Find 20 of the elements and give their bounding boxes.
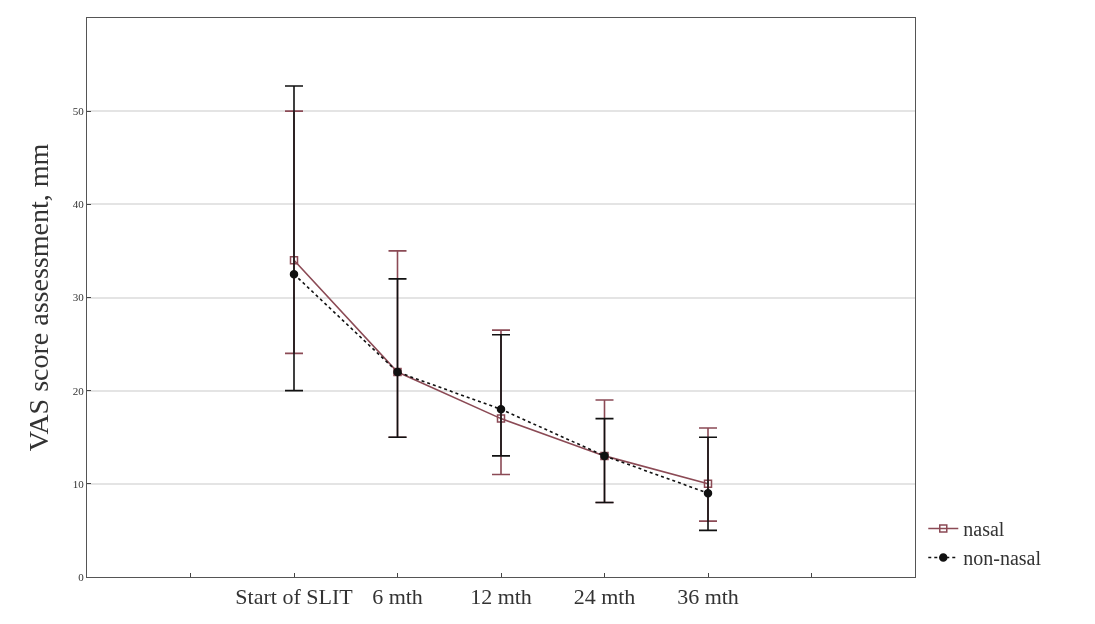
x-tick-label: 12 mth	[470, 584, 532, 610]
point	[496, 414, 506, 423]
point	[703, 479, 713, 489]
y-tick-label: 30	[72, 291, 85, 304]
y-tick-label: 10	[72, 477, 85, 490]
y-tick-label: 50	[72, 105, 85, 118]
x-tick-label: 24 mth	[573, 584, 636, 610]
point	[289, 269, 299, 279]
y-tick-label: 20	[72, 384, 85, 397]
point	[289, 255, 299, 265]
x-tick-label: 36 mth	[677, 584, 739, 610]
y-axis-title: VAS score assessment, mm	[23, 143, 55, 452]
legend-label: nasal	[963, 518, 1005, 541]
x-tick-label: 6 mth	[372, 584, 423, 610]
y-tick-label: 0	[78, 570, 85, 583]
legend-label: non-nasal	[963, 547, 1042, 570]
x-tick-label: Start of SLIT	[235, 584, 354, 610]
point	[496, 405, 506, 414]
point	[703, 488, 713, 498]
y-tick-label: 40	[72, 198, 85, 211]
